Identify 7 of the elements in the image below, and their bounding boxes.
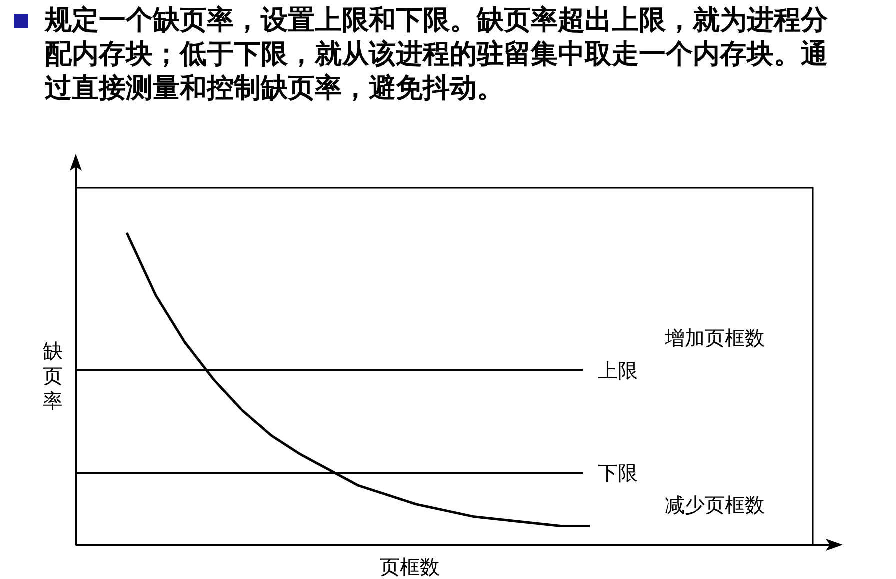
text: 增加页框数	[664, 326, 765, 350]
ref-line-label: 下限	[598, 461, 638, 486]
x-axis-title: 页框数	[380, 555, 440, 579]
y-axis-title: 缺页率	[43, 339, 63, 413]
ref-line-label: 上限	[598, 358, 638, 382]
chart-title: 规定一个缺页率，设置上限和下限。缺页率超出上限，就为进程分配内存块；低于下限，就从该进程的驻留集中取走一个内存块。通过直接测量和控制缺页率，避免抖动。	[45, 4, 829, 106]
text: 减少页框数	[665, 493, 765, 517]
